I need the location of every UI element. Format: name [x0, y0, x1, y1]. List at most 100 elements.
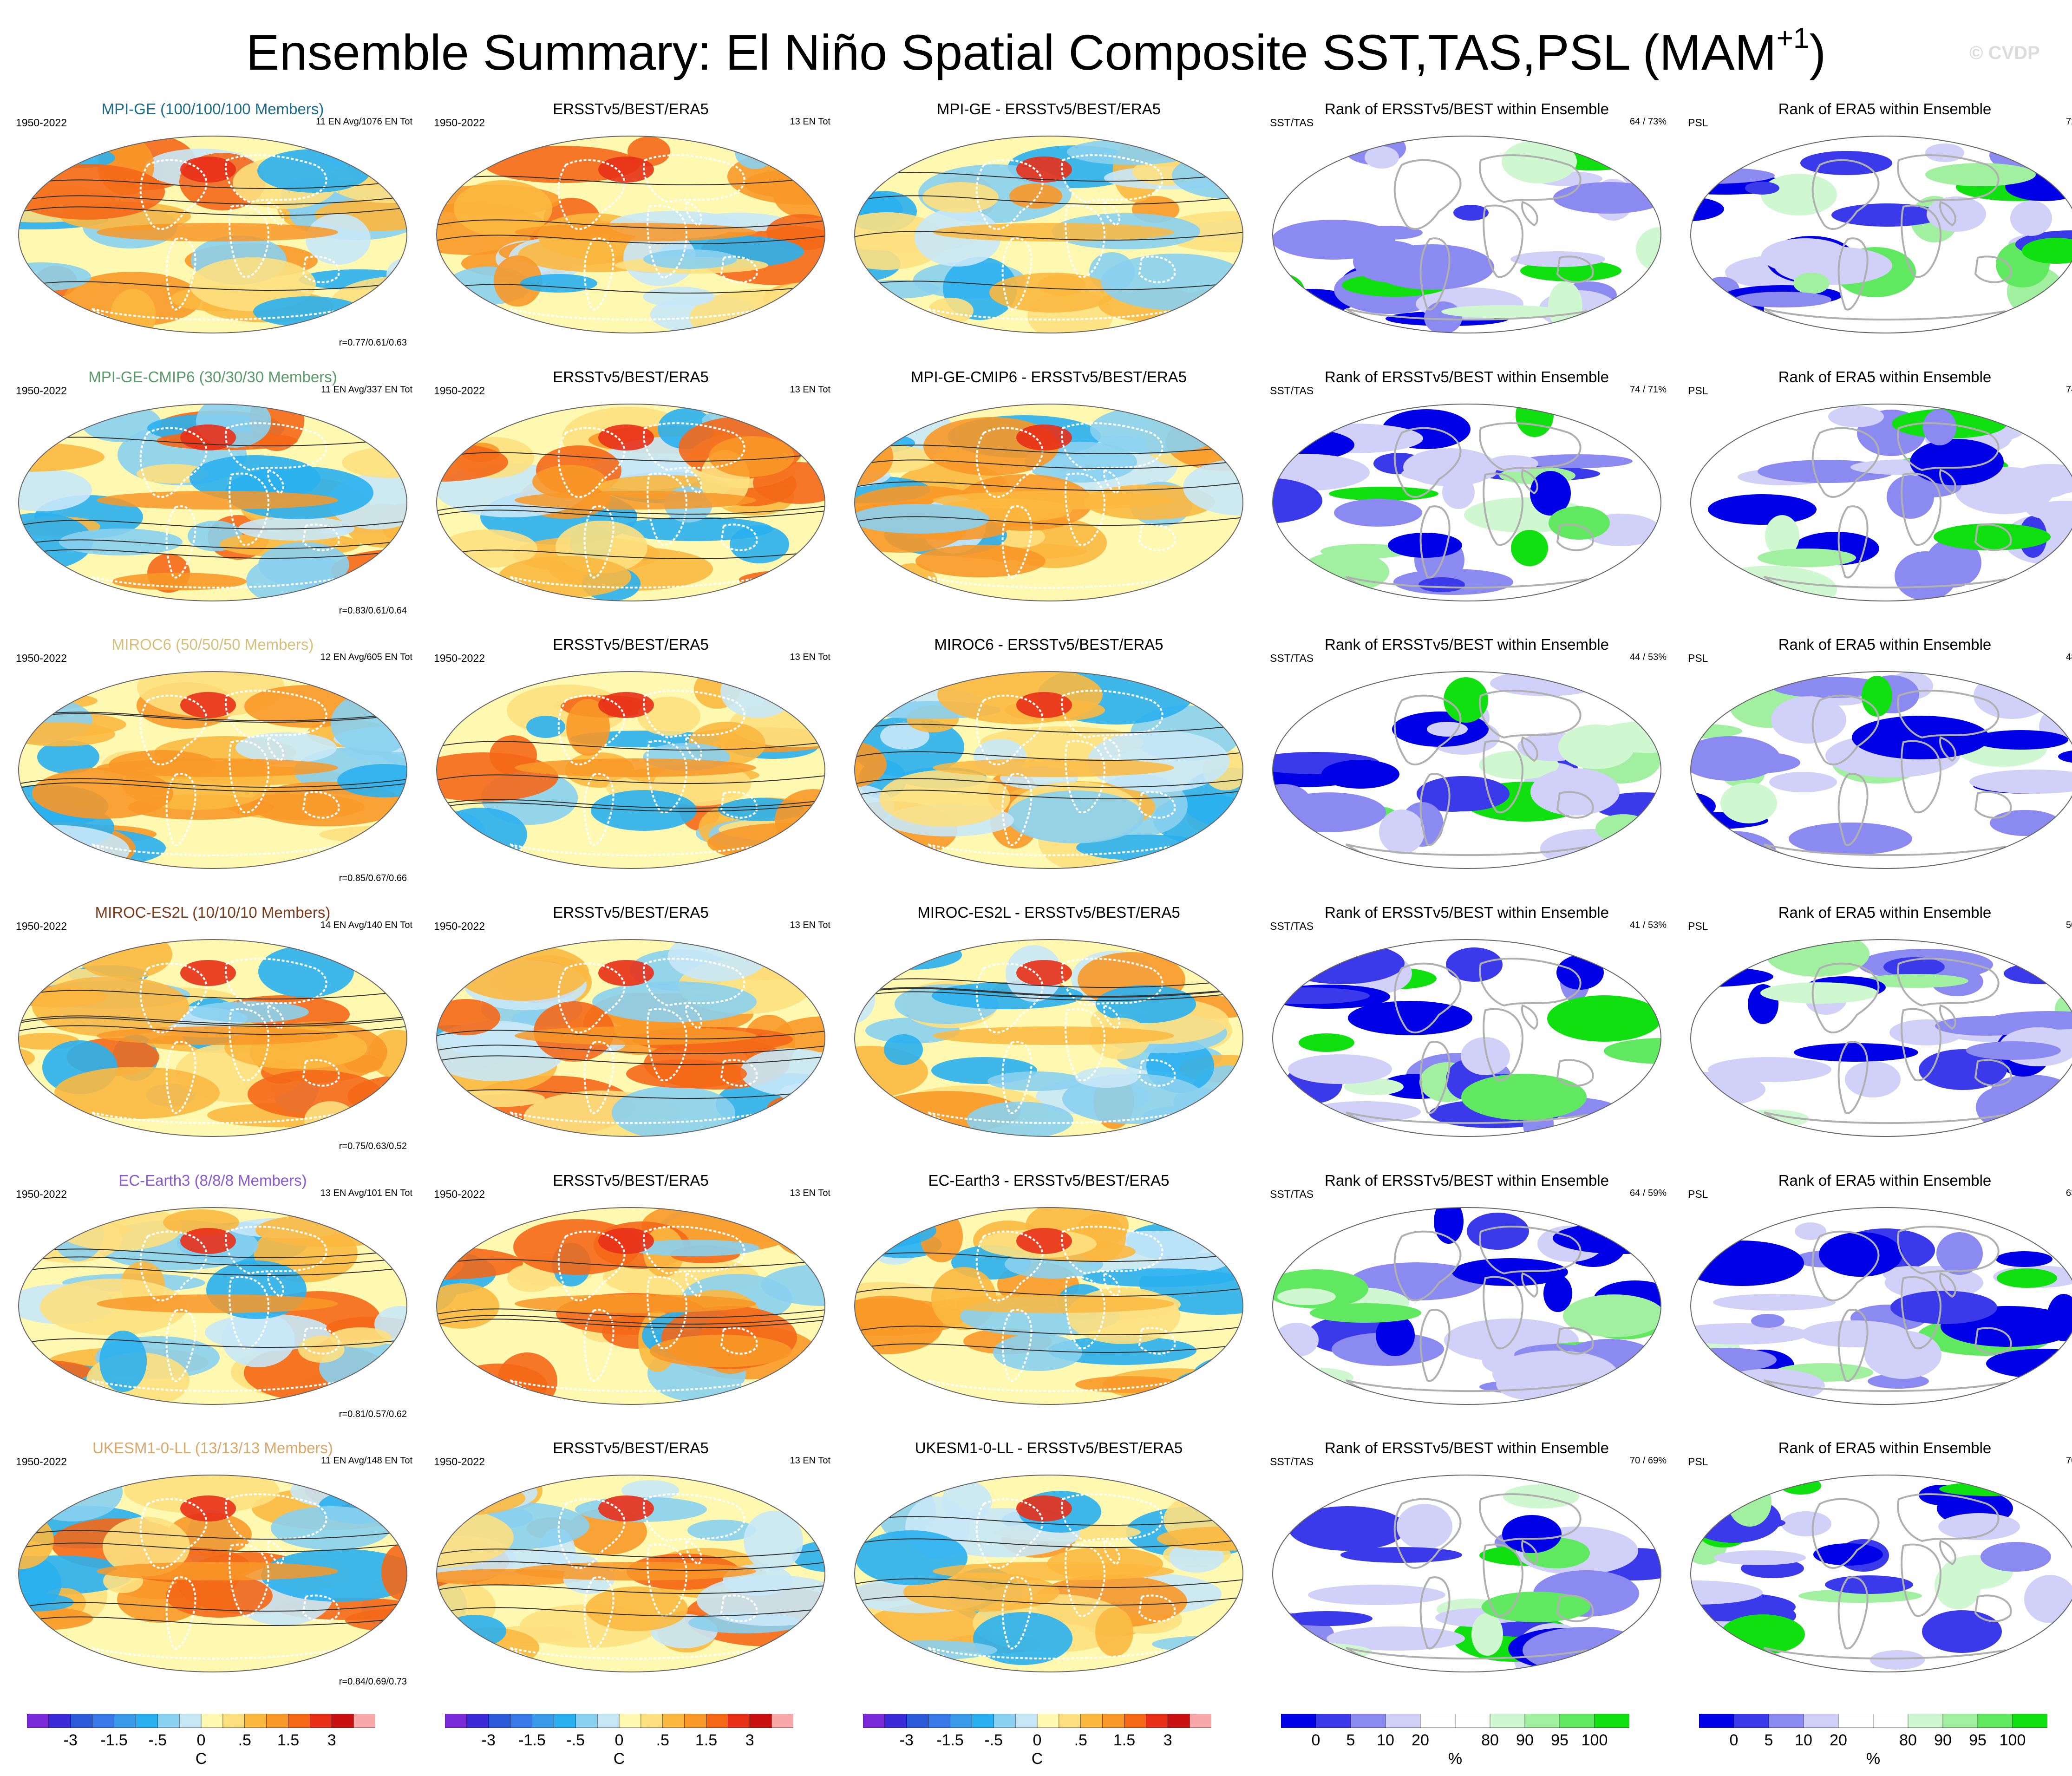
panel-mpi-ge-rank-sst: Rank of ERSSTv5/BEST within Ensemble SST/…	[1262, 100, 1671, 360]
rank-percent: 48%	[2065, 652, 2072, 662]
map	[854, 136, 1243, 333]
map	[1272, 404, 1661, 601]
panel-title: Rank of ERA5 within Ensemble	[1778, 1172, 1992, 1189]
colorbar-tick: .5	[1074, 1731, 1087, 1749]
colorbar-swatch	[1455, 1714, 1490, 1728]
map	[1690, 1475, 2072, 1672]
colorbar-swatch	[136, 1714, 158, 1728]
panel-title: Rank of ERA5 within Ensemble	[1778, 100, 1992, 118]
colorbar-swatch	[310, 1714, 333, 1728]
colorbar-tick: 3	[327, 1731, 336, 1749]
rank-percent: 50%	[2065, 920, 2072, 930]
colorbar-swatch	[1167, 1714, 1190, 1728]
event-count: 14 EN Avg/140 EN Tot	[320, 920, 412, 930]
pattern-correlation: r=0.85/0.67/0.66	[339, 873, 407, 883]
colorbar-swatch	[488, 1714, 511, 1728]
colorbar-tick: .5	[238, 1731, 251, 1749]
panel-title: ERSSTv5/BEST/ERA5	[553, 636, 709, 653]
colorbar-tick: 95	[1551, 1731, 1569, 1749]
panel-mpi-ge-cmip6-difference: MPI-GE-CMIP6 - ERSSTv5/BEST/ERA5	[844, 368, 1253, 628]
colorbar-tick: .5	[656, 1731, 669, 1749]
map	[436, 1207, 825, 1405]
period-label: 1950-2022	[16, 652, 67, 664]
map	[1272, 939, 1661, 1137]
colorbar-swatch	[1838, 1714, 1874, 1728]
variable-label: PSL	[1688, 1456, 1708, 1468]
panel-miroc-es2l-rank-sst: Rank of ERSSTv5/BEST within Ensemble SST/…	[1262, 903, 1671, 1163]
map	[1690, 404, 2072, 601]
map	[854, 939, 1243, 1137]
colorbar-swatch	[1873, 1714, 1909, 1728]
period-label: 1950-2022	[434, 1456, 485, 1468]
map	[854, 671, 1243, 869]
panel-ec-earth3-rank-sst: Rank of ERSSTv5/BEST within Ensemble SST/…	[1262, 1171, 1671, 1431]
colorbar-tick: 1.5	[277, 1731, 300, 1749]
map	[1690, 1207, 2072, 1405]
panel-mpi-ge-model: MPI-GE (100/100/100 Members) 1950-2022 11 …	[8, 100, 417, 360]
map	[854, 1475, 1243, 1672]
colorbar-swatch	[928, 1714, 951, 1728]
rank-percent: 44 / 53%	[1630, 652, 1667, 662]
rank-percent: 70%	[2065, 1456, 2072, 1466]
panel-miroc6-rank-sst: Rank of ERSSTv5/BEST within Ensemble SST/…	[1262, 635, 1671, 895]
panel-ukesm1-0-ll-model: UKESM1-0-LL (13/13/13 Members) 1950-2022 1…	[8, 1439, 417, 1699]
colorbar-tick: 0	[614, 1731, 624, 1749]
panel-title: Rank of ERA5 within Ensemble	[1778, 1439, 1992, 1456]
period-label: 1950-2022	[434, 1188, 485, 1200]
colorbar-swatch	[749, 1714, 772, 1728]
colorbar-swatch	[863, 1714, 885, 1728]
event-count: 11 EN Avg/1076 EN Tot	[316, 117, 412, 127]
panel-miroc-es2l-model: MIROC-ES2L (10/10/10 Members) 1950-2022 14…	[8, 903, 417, 1163]
panel-title: Rank of ERA5 within Ensemble	[1778, 636, 1992, 653]
rank-percent: 74 / 71%	[1630, 385, 1667, 395]
map	[854, 1207, 1243, 1405]
panel-miroc6-model: MIROC6 (50/50/50 Members) 1950-2022 12 EN …	[8, 635, 417, 895]
panel-title: Rank of ERSSTv5/BEST within Ensemble	[1325, 904, 1609, 921]
pattern-correlation: r=0.84/0.69/0.73	[339, 1677, 407, 1687]
colorbar-tick: 90	[1516, 1731, 1534, 1749]
variable-label: SST/TAS	[1270, 1188, 1314, 1200]
colorbar-swatch	[266, 1714, 289, 1728]
colorbar-tick: 95	[1969, 1731, 1987, 1749]
colorbar-tick: 90	[1934, 1731, 1952, 1749]
colorbar-swatch	[950, 1714, 973, 1728]
colorbar-tick: -.5	[566, 1731, 585, 1749]
panel-miroc-es2l-rank-psl: Rank of ERA5 within Ensemble PSL 50%	[1680, 903, 2072, 1163]
colorbar-swatch	[1420, 1714, 1456, 1728]
colorbar-tick: 10	[1377, 1731, 1394, 1749]
event-count: 12 EN Avg/605 EN Tot	[320, 652, 412, 662]
variable-label: PSL	[1688, 1188, 1708, 1200]
rank-percent: 64 / 59%	[1630, 1188, 1667, 1198]
colorbar-swatch	[771, 1714, 793, 1728]
colorbar-swatch	[706, 1714, 729, 1728]
period-label: 1950-2022	[16, 1456, 67, 1468]
variable-label: PSL	[1688, 920, 1708, 932]
panel-title: MIROC-ES2L - ERSSTv5/BEST/ERA5	[917, 904, 1180, 921]
colorbar-unit: C	[613, 1750, 625, 1768]
colorbar-swatch	[70, 1714, 93, 1728]
period-label: 1950-2022	[16, 920, 67, 932]
panel-ukesm1-0-ll-rank-sst: Rank of ERSSTv5/BEST within Ensemble SST/…	[1262, 1439, 1671, 1699]
panel-title: ERSSTv5/BEST/ERA5	[553, 904, 709, 921]
period-label: 1950-2022	[434, 920, 485, 932]
pattern-correlation: r=0.83/0.61/0.64	[339, 606, 407, 616]
colorbar-swatch	[554, 1714, 576, 1728]
period-label: 1950-2022	[434, 652, 485, 664]
colorbar-swatch	[1059, 1714, 1081, 1728]
page-title: Ensemble Summary: El Niño Spatial Compos…	[246, 22, 1826, 80]
panel-title: Rank of ERSSTv5/BEST within Ensemble	[1325, 368, 1609, 385]
panel-mpi-ge-difference: MPI-GE - ERSSTv5/BEST/ERA5	[844, 100, 1253, 360]
event-count: 11 EN Avg/337 EN Tot	[321, 385, 412, 395]
colorbar-swatch	[1699, 1714, 1734, 1728]
temperature-colorbar-1: -3 -1.5 -.5 0 .5 1.5 3 C	[27, 1714, 375, 1769]
map	[1272, 136, 1661, 333]
colorbar-swatch	[179, 1714, 202, 1728]
colorbar-tick: -1.5	[100, 1731, 128, 1749]
panel-title: MIROC6 (50/50/50 Members)	[111, 636, 314, 653]
variable-label: PSL	[1688, 117, 1708, 129]
colorbar-tick: 0	[1729, 1731, 1739, 1749]
colorbar-swatch	[48, 1714, 71, 1728]
map	[1272, 671, 1661, 869]
variable-label: SST/TAS	[1270, 652, 1314, 664]
panel-ec-earth3-difference: EC-Earth3 - ERSSTv5/BEST/ERA5	[844, 1171, 1253, 1431]
